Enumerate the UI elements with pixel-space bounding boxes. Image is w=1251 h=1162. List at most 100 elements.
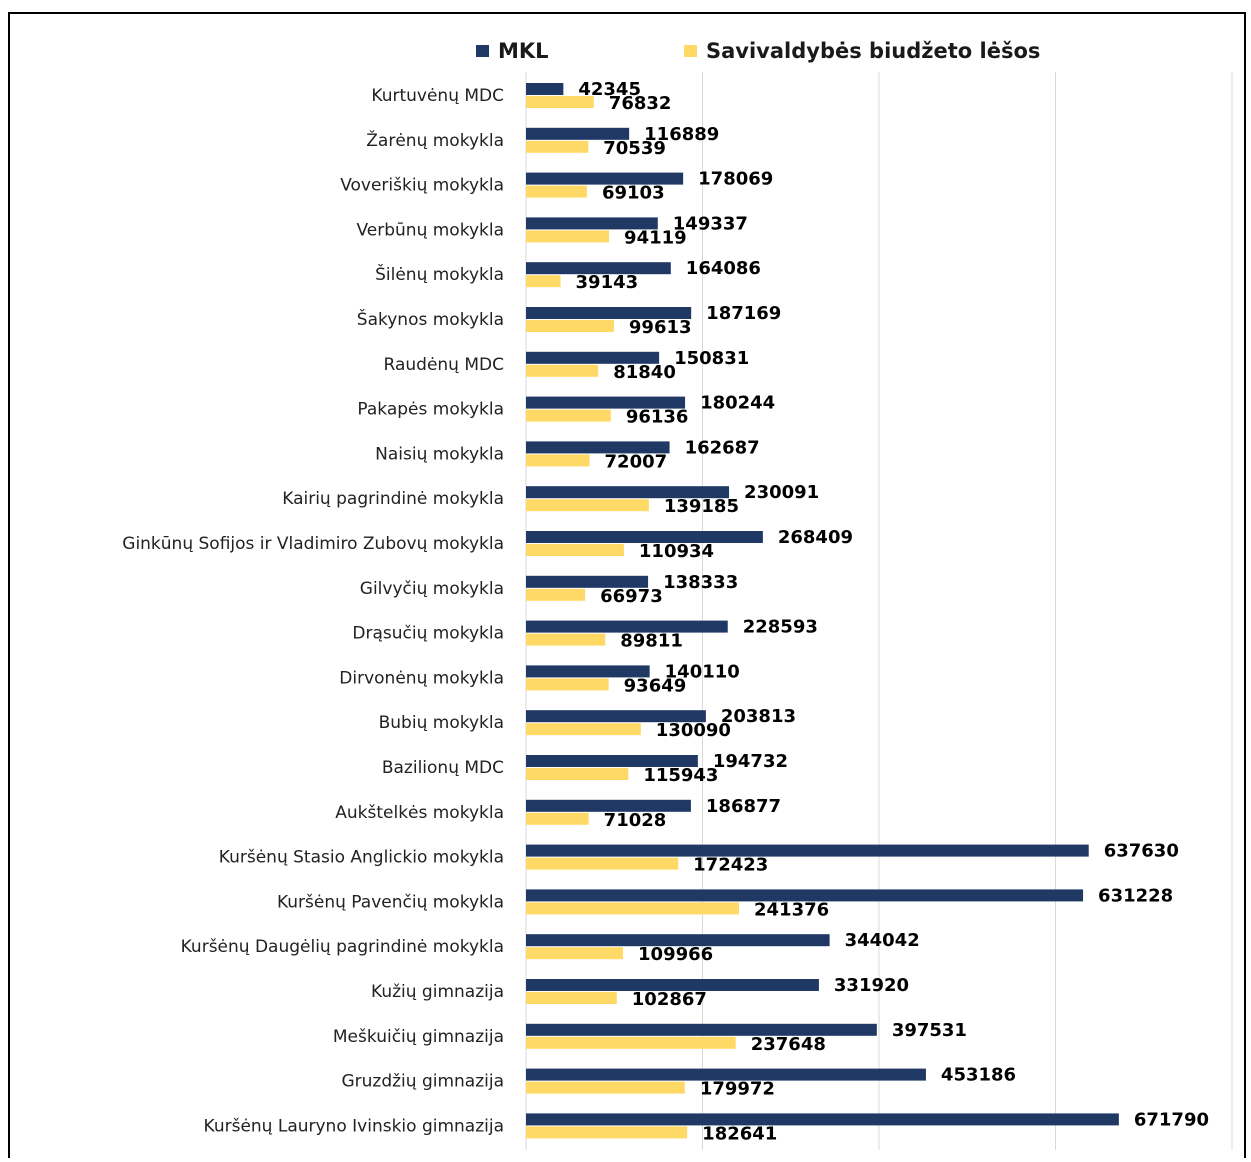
data-label-savivaldybes: 96136 [626,407,689,428]
bar-mkl [526,1023,877,1036]
bar-mkl [526,172,684,185]
bar-mkl [526,934,830,947]
bar-mkl [526,531,763,543]
data-label-savivaldybes: 39143 [576,272,639,293]
bar-mkl [526,620,728,633]
data-label-savivaldybes: 109966 [638,944,713,965]
bar-mkl [526,979,819,991]
bar-mkl [526,262,671,275]
data-label-mkl: 187169 [706,303,781,324]
gridlines [525,72,1233,1150]
data-label-savivaldybes: 76832 [609,93,672,114]
bar-savivaldybes [526,678,609,691]
data-label-mkl: 268409 [778,527,853,548]
legend-label-mkl: MKL [498,39,549,63]
data-label-mkl: 194732 [713,751,788,772]
legend-swatch-mkl [476,45,489,57]
data-label-mkl: 138333 [663,572,738,593]
data-label-mkl: 637630 [1104,841,1179,862]
legend-label-savivaldybes: Savivaldybės biudžeto lėšos [706,39,1040,63]
bar-savivaldybes [526,230,610,243]
bar-mkl [526,351,660,364]
data-label-mkl: 42345 [578,79,641,100]
data-label-savivaldybes: 139185 [664,496,739,517]
data-label-mkl: 164086 [686,258,761,279]
data-label-mkl: 116889 [644,124,719,145]
bar-mkl [526,665,650,678]
category-label: Naisių mokykla [375,444,504,464]
data-label-mkl: 178069 [698,169,773,190]
category-label: Žarėnų mokykla [366,129,504,151]
category-label: Pakapės mokykla [357,400,504,420]
bar-mkl [526,486,730,499]
data-label-mkl: 150831 [674,348,749,369]
category-label: Kužių gimnazija [371,982,504,1002]
bars [526,83,1119,1139]
data-label-mkl: 671790 [1134,1109,1209,1130]
category-labels: Kurtuvėnų MDC Žarėnų mokykla Voveriškių mo… [122,86,504,1136]
data-label-mkl: 230091 [744,482,819,503]
data-label-savivaldybes: 89811 [620,631,683,652]
category-label: Kuršėnų Pavenčių mokykla [277,892,504,912]
bar-mkl [526,575,649,588]
data-label-savivaldybes: 93649 [624,675,687,696]
category-label: Voveriškių mokykla [340,176,504,196]
bar-savivaldybes [526,902,740,915]
category-label: Gruzdžių gimnazija [341,1072,504,1092]
bar-mkl [526,83,564,95]
data-label-savivaldybes: 99613 [629,317,692,338]
data-label-mkl: 162687 [685,437,760,458]
data-label-mkl: 331920 [834,975,909,996]
bar-mkl [526,307,692,319]
bar-savivaldybes [526,812,589,825]
category-label: Bubių mokykla [379,713,504,733]
bar-savivaldybes [526,588,586,601]
bar-savivaldybes [526,275,561,288]
bar-savivaldybes [526,1036,736,1049]
data-label-savivaldybes: 241376 [754,899,829,920]
bar-mkl [526,1113,1119,1126]
bar-savivaldybes [526,723,641,736]
category-label: Drąsučių mokykla [352,624,504,644]
bar-savivaldybes [526,320,614,332]
data-label-mkl: 203813 [721,706,796,727]
data-label-savivaldybes: 237648 [751,1034,826,1055]
bar-savivaldybes [526,947,624,960]
data-label-mkl: 453186 [941,1065,1016,1086]
category-label: Kuršėnų Lauryno Ivinskio gimnazija [204,1116,504,1136]
data-label-savivaldybes: 102867 [632,989,707,1010]
data-label-mkl: 180244 [700,393,775,414]
category-label: Meškuičių gimnazija [333,1027,504,1047]
data-label-mkl: 140110 [665,661,740,682]
data-label-savivaldybes: 172423 [693,855,768,876]
data-label-mkl: 228593 [743,617,818,638]
category-label: Kuršėnų Stasio Anglickio mokykla [219,848,504,868]
bar-savivaldybes [526,96,594,108]
bar-mkl [526,217,658,230]
bar-savivaldybes [526,857,679,870]
data-label-savivaldybes: 71028 [604,810,667,831]
bar-mkl [526,1068,926,1081]
category-label: Šilėnų mokykla [375,263,504,285]
bar-savivaldybes [526,1081,685,1094]
bar-mkl [526,889,1084,902]
bar-savivaldybes [526,140,589,153]
data-label-mkl: 631228 [1098,885,1173,906]
data-label-savivaldybes: 115943 [643,765,718,786]
category-label: Kurtuvėnų MDC [371,86,504,106]
data-label-mkl: 397531 [892,1020,967,1041]
data-label-savivaldybes: 94119 [624,227,687,248]
bar-mkl [526,844,1089,857]
category-label: Šakynos mokykla [357,308,504,330]
legend: MKL Savivaldybės biudžeto lėšos [476,39,1040,63]
data-label-savivaldybes: 130090 [656,720,731,741]
bar-mkl [526,396,686,409]
category-label: Bazilionų MDC [382,758,504,778]
data-label-savivaldybes: 70539 [603,138,666,159]
bar-savivaldybes [526,185,587,198]
bar-savivaldybes [526,499,649,512]
category-label: Raudėnų MDC [384,355,504,375]
legend-swatch-savivaldybes [684,45,697,57]
